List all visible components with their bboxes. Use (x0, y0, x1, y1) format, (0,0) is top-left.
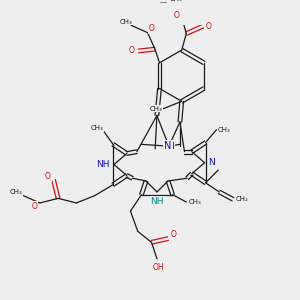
Text: O: O (205, 22, 211, 31)
Text: O: O (148, 25, 154, 34)
Text: CH₃: CH₃ (150, 106, 163, 112)
Text: O: O (32, 202, 37, 211)
Text: O: O (129, 46, 135, 56)
Text: CH₃: CH₃ (90, 125, 103, 131)
Text: N: N (208, 158, 215, 167)
Text: O: O (173, 11, 179, 20)
Text: OH: OH (153, 263, 165, 272)
Text: CH₃: CH₃ (170, 0, 183, 2)
Text: CH₃: CH₃ (218, 127, 230, 133)
Text: N: N (164, 141, 172, 151)
Text: CH₃: CH₃ (10, 189, 22, 195)
Text: CH₂: CH₂ (236, 196, 249, 202)
Text: O: O (170, 230, 176, 239)
Text: O: O (45, 172, 51, 181)
Text: CH₃: CH₃ (189, 199, 202, 205)
Text: CH₃: CH₃ (119, 19, 132, 25)
Text: NH: NH (150, 196, 164, 206)
Text: N: N (167, 142, 174, 151)
Text: —: — (160, 0, 167, 5)
Text: NH: NH (96, 160, 110, 169)
